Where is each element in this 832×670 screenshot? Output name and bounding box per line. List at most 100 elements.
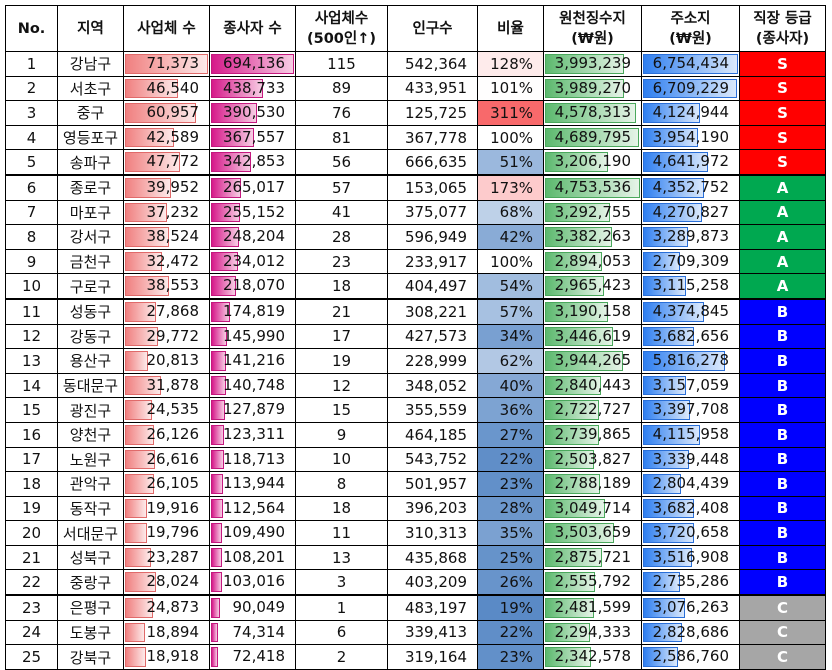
cell-employees-bar: 248,204 (211, 226, 295, 249)
cell-businesses-value: 60,957 (146, 103, 200, 122)
cell-address: 5,816,278 (641, 348, 740, 374)
cell-address-bar: 3,682,656 (643, 325, 739, 348)
cell-grade: S (739, 51, 826, 77)
cell-withholding-bar: 3,993,239 (545, 52, 641, 75)
cell-employees-bar: 438,733 (211, 77, 295, 100)
cell-businesses: 37,232 (123, 199, 210, 226)
cell-grade: A (739, 273, 826, 300)
cell-address: 4,270,827 (641, 199, 740, 226)
cell-withholding-bar-fill (545, 227, 612, 247)
cell-address-bar: 4,352,752 (643, 176, 739, 199)
cell-withholding-bar-fill (545, 424, 599, 445)
cell-population: 403,209 (387, 569, 478, 597)
cell-address-bar: 4,641,972 (643, 151, 739, 173)
cell-ratio: 35% (477, 520, 544, 546)
table-row: 18 관악구 26,105 113,944 8 501,957 23% 2,788,189 2,… (5, 471, 826, 497)
cell-population: 435,868 (387, 544, 478, 571)
cell-withholding-bar: 2,503,827 (545, 448, 641, 471)
cell-address-value: 3,157,059 (652, 375, 729, 394)
cell-district: 광진구 (57, 397, 124, 423)
cell-employees-bar: 218,070 (211, 275, 295, 297)
cell-businesses: 38,524 (123, 224, 210, 250)
cell-employees: 145,990 (209, 323, 296, 350)
cell-businesses-value: 23,287 (146, 547, 200, 566)
cell-withholding-bar-fill (545, 400, 599, 420)
cell-address: 6,709,229 (641, 75, 740, 102)
cell-withholding-bar: 2,875,721 (545, 546, 641, 569)
cell-businesses-value: 20,813 (146, 351, 200, 370)
cell-employees-bar: 140,748 (211, 374, 295, 397)
cell-businesses: 60,957 (123, 100, 210, 126)
cell-large-businesses: 23 (295, 248, 388, 275)
cell-no: 13 (5, 348, 58, 374)
cell-address-bar: 3,339,448 (643, 448, 739, 471)
cell-businesses: 19,796 (123, 520, 210, 546)
table-row: 17 노원구 26,616 118,713 10 543,752 22% 2,503,827 3… (5, 446, 826, 473)
cell-district: 강서구 (57, 224, 124, 250)
table-row: 12 강동구 29,772 145,990 17 427,573 34% 3,446,619 3… (5, 323, 826, 350)
cell-address-value: 6,709,229 (652, 78, 729, 97)
cell-businesses-bar: 39,952 (125, 176, 209, 199)
cell-businesses-bar: 19,796 (125, 522, 209, 545)
cell-address-value: 4,115,958 (652, 424, 729, 443)
header-no: No. (5, 5, 58, 52)
cell-businesses-bar-fill (125, 103, 196, 123)
cell-withholding-bar-fill (545, 375, 601, 396)
cell-address-bar: 4,124,944 (643, 102, 739, 125)
cell-businesses: 18,894 (123, 619, 210, 646)
cell-businesses-value: 19,916 (146, 498, 200, 517)
cell-district: 노원구 (57, 446, 124, 473)
cell-employees-bar-fill (211, 301, 231, 322)
cell-employees-bar: 265,017 (211, 176, 295, 199)
cell-address-bar-fill (643, 547, 692, 568)
cell-businesses-bar: 26,126 (125, 423, 209, 446)
cell-businesses: 24,873 (123, 594, 210, 621)
cell-no: 10 (5, 273, 58, 300)
cell-employees-bar: 127,879 (211, 399, 295, 422)
cell-no: 21 (5, 544, 58, 571)
cell-grade: A (739, 248, 826, 275)
cell-population: 543,752 (387, 446, 478, 473)
cell-businesses-bar: 28,024 (125, 571, 209, 593)
cell-withholding-value: 3,446,619 (554, 326, 631, 345)
cell-ratio: 68% (477, 199, 544, 226)
cell-ratio: 19% (477, 594, 544, 621)
cell-population: 339,413 (387, 619, 478, 646)
cell-address-bar: 3,516,908 (643, 546, 739, 569)
cell-district: 강동구 (57, 323, 124, 350)
cell-withholding: 2,294,333 (543, 619, 642, 646)
cell-large-businesses: 1 (295, 594, 388, 621)
cell-businesses: 26,126 (123, 421, 210, 448)
cell-employees: 174,819 (209, 298, 296, 325)
cell-address-value: 4,270,827 (652, 202, 729, 221)
cell-employees-bar: 390,530 (211, 102, 295, 125)
cell-address-value: 3,954,190 (652, 127, 729, 146)
cell-employees-bar-fill (211, 498, 223, 519)
cell-employees-value: 109,490 (222, 523, 285, 542)
table-row: 11 성동구 27,868 174,819 21 308,221 57% 3,190,158 4… (5, 298, 826, 325)
cell-employees-bar-fill (211, 177, 242, 198)
cell-address-bar-fill (643, 326, 694, 347)
cell-ratio: 100% (477, 248, 544, 275)
cell-employees-bar-fill (211, 227, 240, 247)
cell-population: 125,725 (387, 100, 478, 126)
cell-withholding-value: 3,190,158 (554, 301, 631, 320)
cell-employees-bar-fill (211, 622, 219, 643)
cell-address: 3,289,873 (641, 224, 740, 250)
cell-grade: A (739, 224, 826, 250)
cell-address-bar-fill (643, 523, 695, 543)
cell-businesses-value: 18,918 (146, 647, 200, 666)
cell-no: 16 (5, 421, 58, 448)
cell-businesses-bar: 37,232 (125, 201, 209, 224)
cell-withholding-bar: 3,989,270 (545, 77, 641, 100)
cell-businesses-bar-fill (125, 474, 155, 494)
cell-businesses: 31,878 (123, 372, 210, 399)
cell-ratio: 23% (477, 471, 544, 497)
cell-address-bar: 3,076,263 (643, 596, 739, 619)
cell-address-bar-fill (643, 301, 704, 322)
cell-employees-bar-fill (211, 78, 263, 99)
cell-employees-bar-fill (211, 251, 238, 272)
cell-businesses-value: 24,535 (146, 400, 200, 419)
cell-population: 464,185 (387, 421, 478, 448)
cell-withholding-value: 2,875,721 (554, 547, 631, 566)
